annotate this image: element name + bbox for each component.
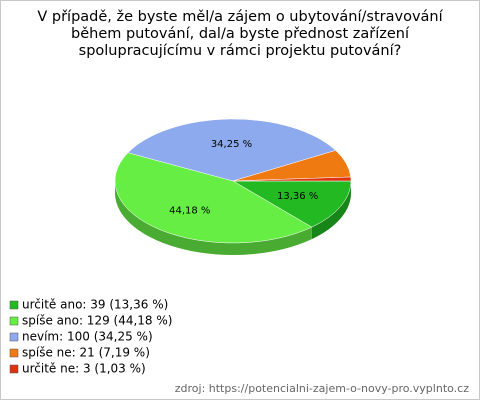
chart-title: V případě, že byste měl/a zájem o ubytov…: [37, 9, 443, 59]
slice: [232, 180, 352, 228]
legend-label: spíše ne: 21 (7,19 %): [22, 346, 150, 360]
slice-side: [114, 181, 312, 255]
legend-swatch: [9, 332, 19, 342]
legend-swatch: [9, 316, 19, 326]
legend-swatch: [9, 300, 19, 310]
slice-label: 44,18 %: [169, 205, 210, 216]
slice-label: 34,25 %: [211, 139, 252, 150]
legend-label: určitě ano: 39 (13,36 %): [22, 298, 168, 312]
legend-swatch: [9, 364, 19, 374]
legend-label: určitě ne: 3 (1,03 %): [22, 362, 146, 376]
slice-label: 13,36 %: [277, 191, 318, 202]
legend-swatch: [9, 348, 19, 358]
slice-side: [311, 181, 351, 240]
source: zdroj: https://potencialni-zajem-o-novy-…: [175, 382, 469, 395]
slice: [114, 152, 313, 244]
slice: [232, 176, 352, 182]
legend-label: nevím: 100 (34,25 %): [22, 330, 153, 344]
slice: [127, 118, 337, 182]
legend-label: spíše ano: 129 (44,18 %): [22, 314, 172, 328]
